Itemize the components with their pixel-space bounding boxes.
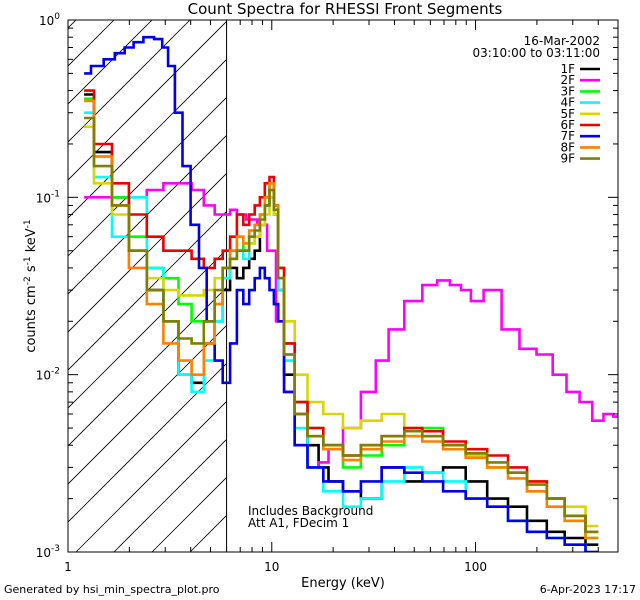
series-4F bbox=[84, 111, 599, 552]
hatch-line bbox=[0, 0, 106, 552]
chart-title: Count Spectra for RHESSI Front Segments bbox=[188, 0, 503, 18]
hatch-line bbox=[418, 0, 640, 552]
y-tick-label: 10-2 bbox=[36, 367, 60, 383]
legend-label-3F: 3F bbox=[560, 84, 575, 98]
hatch-line bbox=[68, 20, 77, 29]
y-tick-label: 100 bbox=[39, 12, 60, 28]
y-tick-labels: 100 10-1 10-2 10-3 bbox=[36, 12, 61, 560]
y-axis-label: counts cm-2 s-1 keV-1 bbox=[23, 219, 39, 352]
legend-label-4F: 4F bbox=[560, 96, 575, 110]
annotation-attenuator: Att A1, FDecim 1 bbox=[248, 516, 349, 530]
hatch-line bbox=[380, 0, 640, 552]
series-9F bbox=[84, 116, 599, 534]
legend-label-8F: 8F bbox=[560, 140, 575, 154]
x-tick-label: 100 bbox=[464, 560, 487, 574]
hatch-line bbox=[608, 0, 640, 552]
x-tick-label: 10 bbox=[264, 560, 279, 574]
series-6F bbox=[84, 89, 599, 534]
footer-timestamp: 6-Apr-2023 17:17 bbox=[539, 583, 636, 596]
hatch-line bbox=[68, 134, 227, 295]
hatch-line bbox=[342, 0, 640, 552]
hatch-line bbox=[228, 0, 640, 552]
hatch-line bbox=[570, 0, 640, 552]
legend-label-6F: 6F bbox=[560, 118, 575, 132]
hatch-line bbox=[75, 400, 227, 552]
footer-generated-by: Generated by hsi_min_spectra_plot.pro bbox=[4, 583, 220, 596]
series-7F bbox=[84, 35, 599, 552]
hatch-line bbox=[68, 20, 191, 143]
hatch-line bbox=[68, 324, 227, 485]
hatch-line bbox=[68, 248, 227, 409]
x-tick-label: 1 bbox=[64, 560, 72, 574]
plot-frame bbox=[67, 19, 619, 553]
time-range-label: 03:10:00 to 03:11:00 bbox=[473, 46, 600, 60]
x-tick-labels: 1 10 100 bbox=[64, 560, 487, 574]
hatch-line bbox=[456, 0, 640, 552]
axis-ticks bbox=[67, 20, 619, 553]
hatch-line bbox=[113, 438, 227, 552]
legend-label-9F: 9F bbox=[560, 152, 575, 166]
legend-label-2F: 2F bbox=[560, 73, 575, 87]
hatch-line bbox=[68, 20, 115, 67]
legend-label-7F: 7F bbox=[560, 129, 575, 143]
hatch-line bbox=[68, 286, 227, 447]
hatch-line bbox=[532, 0, 640, 552]
background-hatched-region bbox=[0, 0, 640, 552]
legend-label-5F: 5F bbox=[560, 107, 575, 121]
hatch-line bbox=[68, 96, 227, 257]
annotation-background: Includes Background bbox=[248, 504, 373, 518]
hatch-line bbox=[68, 20, 227, 181]
hatch-line bbox=[68, 362, 227, 523]
series-layer bbox=[84, 35, 618, 552]
series-5F bbox=[84, 125, 599, 528]
legend-label-1F: 1F bbox=[560, 62, 575, 76]
y-tick-label: 10-1 bbox=[36, 189, 60, 205]
y-tick-label: 10-3 bbox=[36, 544, 60, 560]
x-axis-label: Energy (keV) bbox=[301, 576, 385, 591]
hatch-line bbox=[304, 0, 640, 552]
date-label: 16-Mar-2002 bbox=[524, 34, 600, 48]
